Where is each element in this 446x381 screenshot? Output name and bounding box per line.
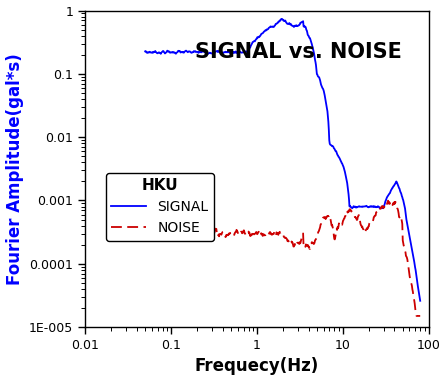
Line: SIGNAL: SIGNAL (145, 19, 420, 301)
NOISE (350, 210, 355, 215)
NOISE (213, 227, 219, 231)
SIGNAL (350, 205, 355, 210)
NOISE (191, 230, 197, 235)
X-axis label: Frequecy(Hz): Frequecy(Hz) (195, 357, 319, 375)
SIGNAL (326, 138, 332, 142)
SIGNAL (213, 49, 219, 54)
SIGNAL (191, 49, 197, 53)
SIGNAL (267, 25, 272, 30)
Legend: SIGNAL, NOISE: SIGNAL, NOISE (106, 173, 214, 241)
SIGNAL (305, 32, 310, 37)
NOISE (267, 230, 272, 235)
NOISE (414, 314, 419, 318)
SIGNAL (417, 298, 423, 303)
NOISE (385, 199, 391, 203)
Line: NOISE: NOISE (145, 201, 420, 316)
NOISE (417, 314, 423, 318)
SIGNAL (279, 17, 285, 21)
SIGNAL (142, 49, 148, 54)
NOISE (305, 243, 310, 248)
NOISE (142, 232, 148, 236)
NOISE (326, 214, 331, 218)
Y-axis label: Fourier Amplitude(gal*s): Fourier Amplitude(gal*s) (5, 53, 24, 285)
Text: SIGNAL vs. NOISE: SIGNAL vs. NOISE (194, 42, 401, 62)
